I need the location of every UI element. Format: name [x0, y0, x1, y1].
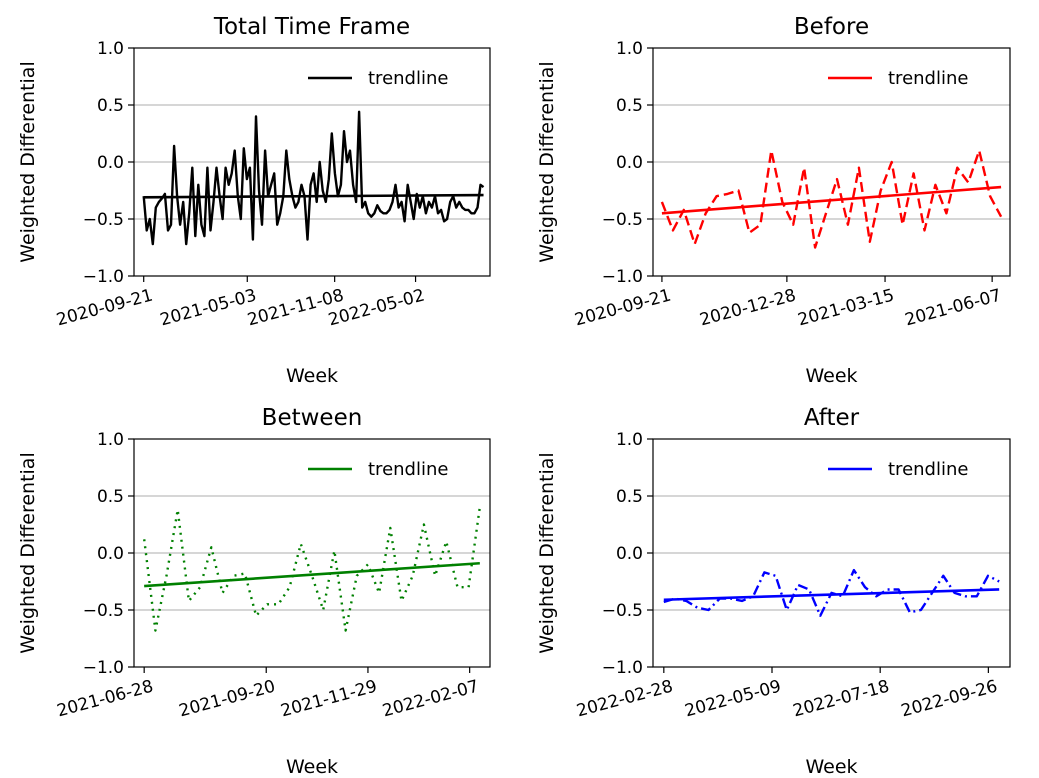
y-axis-label: Weighted Differential — [17, 61, 39, 262]
x-axis-label: Week — [805, 756, 857, 778]
trendline — [663, 588, 1000, 602]
trendline — [143, 193, 484, 199]
y-tick-label: −1.0 — [83, 267, 124, 287]
x-tick-label: 2022-09-26 — [899, 677, 1000, 722]
x-axis-label: Week — [805, 365, 857, 387]
x-tick-label: 2022-02-07 — [380, 677, 481, 722]
y-tick-label: 0.5 — [97, 96, 124, 116]
y-tick-label: 1.0 — [616, 39, 643, 59]
y-tick-label: 0.0 — [616, 153, 643, 173]
trendline — [661, 185, 1002, 215]
y-tick-label: 1.0 — [97, 39, 124, 59]
y-tick-label: −1.0 — [602, 658, 643, 678]
y-tick-label: −0.5 — [83, 210, 124, 230]
x-tick-label: 2021-06-07 — [903, 286, 1004, 331]
x-tick-label: 2021-11-29 — [279, 677, 380, 722]
x-tick-label: 2022-05-09 — [683, 677, 784, 722]
x-tick-label: 2020-09-21 — [573, 286, 674, 331]
legend-label: trendline — [888, 68, 968, 89]
y-tick-label: −0.5 — [602, 210, 643, 230]
x-tick-label: 2020-12-28 — [698, 286, 799, 331]
data-series-line — [660, 149, 1003, 249]
x-tick-label: 2020-09-21 — [54, 286, 155, 331]
y-tick-label: −0.5 — [83, 601, 124, 621]
y-tick-label: 0.5 — [616, 96, 643, 116]
y-tick-label: 1.0 — [97, 430, 124, 450]
x-tick-label: 2021-05-03 — [158, 286, 259, 331]
chart-title: After — [804, 405, 860, 431]
trendline — [144, 561, 480, 588]
x-axis-label: Week — [286, 756, 338, 778]
y-tick-label: 0.0 — [97, 153, 124, 173]
data-series-line — [142, 110, 485, 246]
x-tick-label: 2021-06-28 — [55, 677, 156, 722]
y-tick-label: 0.5 — [616, 487, 643, 507]
x-tick-label: 2021-09-20 — [177, 677, 278, 722]
y-tick-label: −1.0 — [83, 658, 124, 678]
y-tick-label: −0.5 — [602, 601, 643, 621]
y-tick-label: 0.5 — [97, 487, 124, 507]
chart-title: Total Time Frame — [213, 14, 410, 40]
x-axis-label: Week — [286, 365, 338, 387]
x-tick-label: 2022-07-18 — [791, 677, 892, 722]
chart-title: Between — [262, 405, 363, 431]
y-axis-label: Weighted Differential — [536, 452, 558, 653]
legend-label: trendline — [888, 459, 968, 480]
y-tick-label: 0.0 — [616, 544, 643, 564]
y-tick-label: 0.0 — [97, 544, 124, 564]
x-tick-label: 2022-02-28 — [575, 677, 676, 722]
chart-title: Before — [794, 14, 869, 40]
x-tick-label: 2021-03-15 — [796, 286, 897, 331]
y-axis-label: Weighted Differential — [17, 452, 39, 653]
legend-label: trendline — [368, 68, 448, 89]
data-series-line — [143, 507, 481, 632]
y-axis-label: Weighted Differential — [536, 61, 558, 262]
y-tick-label: 1.0 — [616, 430, 643, 450]
data-series-line — [663, 568, 1000, 617]
legend-label: trendline — [368, 459, 448, 480]
y-tick-label: −1.0 — [602, 267, 643, 287]
